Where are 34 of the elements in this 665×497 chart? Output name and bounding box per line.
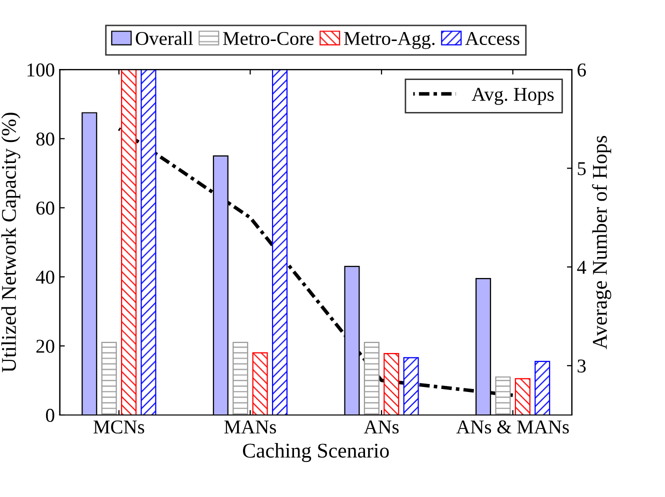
y-tick-label: 20	[36, 340, 54, 353]
y-tick-label: 0	[46, 408, 54, 422]
legend-label: Access	[465, 32, 520, 46]
bar	[140, 70, 156, 415]
legend-label: Metro-Core	[223, 32, 314, 46]
x-tick-label: MANs	[224, 420, 276, 434]
bar	[364, 342, 380, 415]
y-tick-label: 80	[36, 132, 54, 146]
bar	[514, 378, 530, 415]
y2-tick-label: 4	[577, 260, 586, 274]
bar	[101, 342, 117, 415]
bar	[534, 360, 550, 415]
y-axis-title: Utilized Network Capacity (%)	[1, 112, 20, 372]
y-tick-label: 60	[36, 202, 54, 215]
legend-label: Metro-Agg.	[344, 32, 435, 50]
y2-tick-label: 3	[578, 360, 586, 373]
y-tick-label: 40	[36, 270, 54, 284]
y2-tick-label: 6	[578, 63, 586, 77]
x-axis-title: Caching Scenario	[242, 443, 389, 462]
bar	[252, 352, 268, 415]
legend-label: Avg. Hops	[472, 88, 554, 105]
bar	[384, 352, 400, 415]
bar	[403, 357, 419, 415]
x-tick-label: ANs	[364, 420, 399, 434]
y-tick-label: 100	[28, 63, 54, 77]
bar	[232, 342, 248, 415]
x-tick-label: MCNs	[94, 420, 144, 434]
bar	[272, 70, 288, 415]
y2-axis-title: Average Number of Hops	[592, 136, 612, 350]
legend-label: Overall	[136, 31, 193, 46]
bar	[495, 376, 511, 415]
x-tick-label: ANs & MANs	[456, 420, 569, 434]
y2-tick-label: 5	[578, 162, 586, 176]
bar	[121, 70, 137, 415]
